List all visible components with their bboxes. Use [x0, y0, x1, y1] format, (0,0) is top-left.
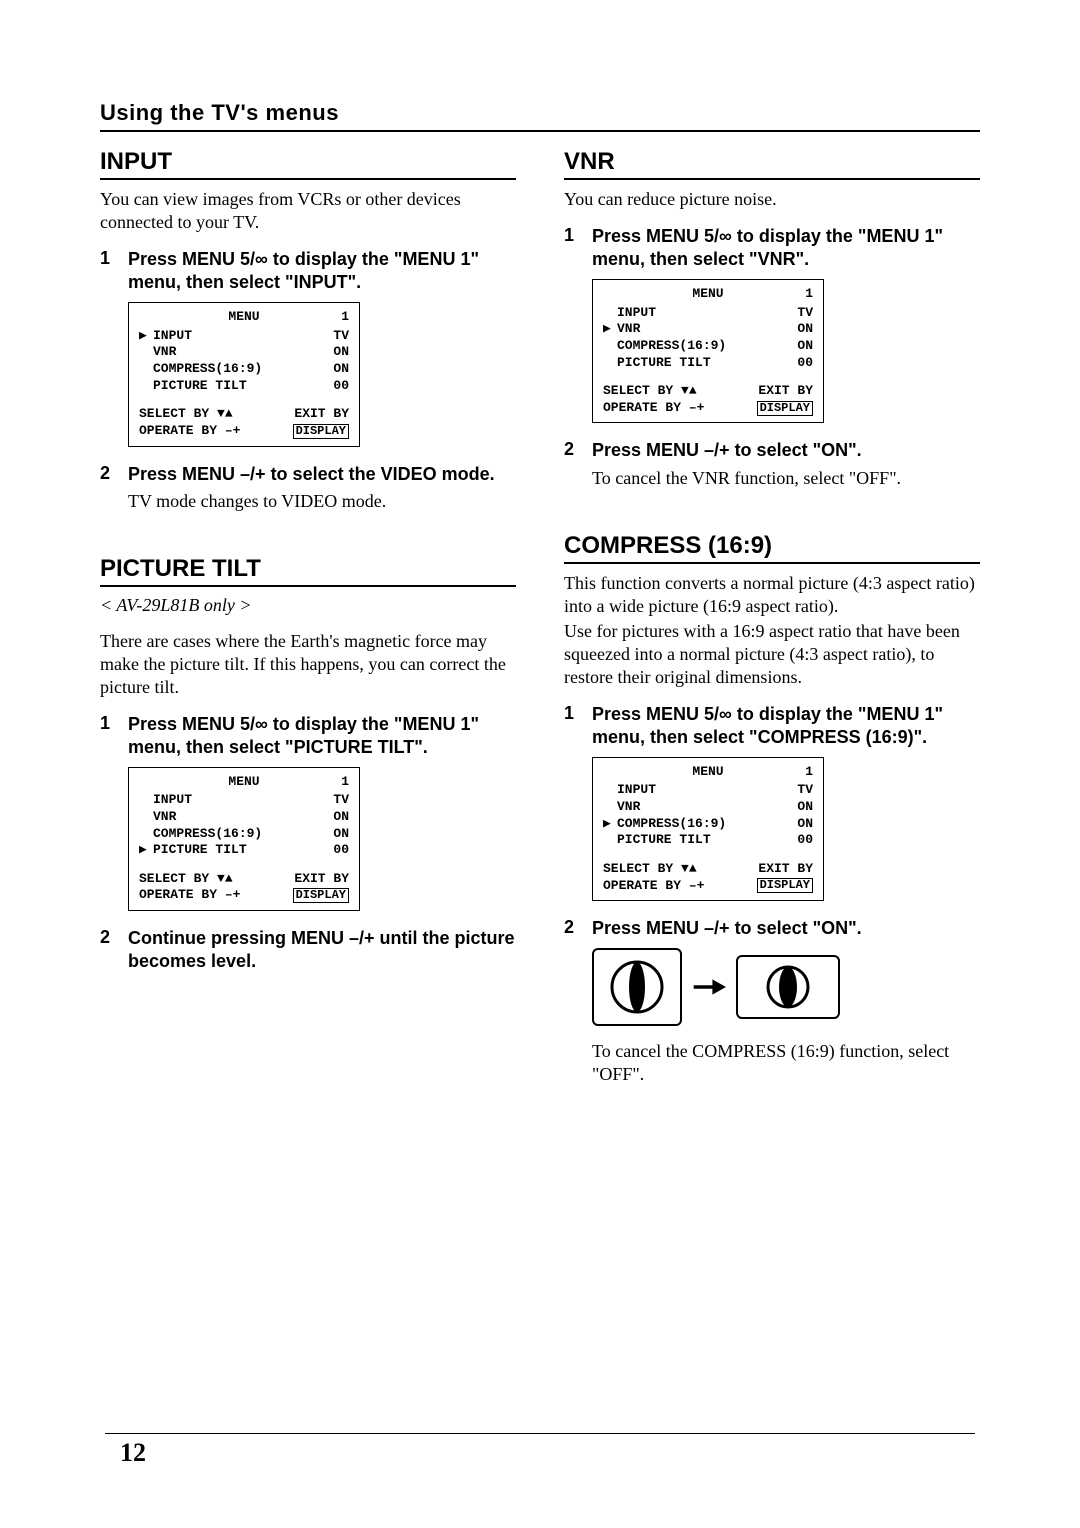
input-step-2: 2 Press MENU –/+ to select the VIDEO mod… — [100, 463, 516, 513]
input-step2-plain: TV mode changes to VIDEO mode. — [128, 490, 516, 513]
vnr-step1-text: Press MENU 5/∞ to display the "MENU 1" m… — [592, 225, 980, 271]
step-number: 1 — [564, 225, 580, 271]
menu-panel-picture-tilt: MENU 1 INPUTTV VNRON COMPRESS(16:9)ON ▶P… — [128, 767, 360, 911]
picture-tilt-model-note: < AV-29L81B only > — [100, 595, 516, 616]
compress-step1-text: Press MENU 5/∞ to display the "MENU 1" m… — [592, 703, 980, 749]
compress-intro1: This function converts a normal picture … — [564, 572, 980, 618]
input-step1-text: Press MENU 5/∞ to display the "MENU 1" m… — [128, 248, 516, 294]
compress-cancel-text: To cancel the COMPRESS (16:9) function, … — [592, 1040, 980, 1086]
right-column: VNR You can reduce picture noise. 1 Pres… — [564, 148, 980, 1100]
vnr-step-1: 1 Press MENU 5/∞ to display the "MENU 1"… — [564, 225, 980, 271]
arrow-right-icon — [692, 975, 726, 999]
compress-intro2: Use for pictures with a 16:9 aspect rati… — [564, 620, 980, 689]
aspect-4-3-icon — [592, 948, 682, 1026]
menu-panel-compress: MENU 1 INPUTTV VNRON ▶COMPRESS(16:9)ON P… — [592, 757, 824, 901]
vnr-step-2: 2 Press MENU –/+ to select "ON". To canc… — [564, 439, 980, 489]
vnr-intro: You can reduce picture noise. — [564, 188, 980, 211]
picture-tilt-step1-text: Press MENU 5/∞ to display the "MENU 1" m… — [128, 713, 516, 759]
section-header: Using the TV's menus — [100, 100, 980, 132]
footer-rule — [105, 1433, 975, 1434]
step-number: 2 — [564, 917, 580, 940]
step-number: 1 — [100, 248, 116, 294]
step-number: 2 — [100, 463, 116, 513]
compress-step2-text: Press MENU –/+ to select "ON". — [592, 917, 980, 940]
pointer-icon: ▶ — [139, 328, 151, 345]
pointer-icon: ▶ — [139, 842, 151, 859]
picture-tilt-step-1: 1 Press MENU 5/∞ to display the "MENU 1"… — [100, 713, 516, 759]
heading-compress: COMPRESS (16:9) — [564, 532, 980, 564]
vnr-step2-bold: Press MENU –/+ to select "ON". — [592, 439, 980, 462]
picture-tilt-intro: There are cases where the Earth's magnet… — [100, 630, 516, 699]
compress-step-1: 1 Press MENU 5/∞ to display the "MENU 1"… — [564, 703, 980, 749]
picture-tilt-step2-text: Continue pressing MENU –/+ until the pic… — [128, 927, 516, 973]
left-column: INPUT You can view images from VCRs or o… — [100, 148, 516, 1100]
vnr-step2-plain: To cancel the VNR function, select "OFF"… — [592, 467, 980, 490]
input-intro: You can view images from VCRs or other d… — [100, 188, 516, 234]
pointer-icon: ▶ — [603, 321, 615, 338]
page: Using the TV's menus INPUT You can view … — [0, 0, 1080, 1528]
step-number: 2 — [564, 439, 580, 489]
page-number: 12 — [120, 1438, 146, 1468]
step-number: 2 — [100, 927, 116, 973]
heading-picture-tilt: PICTURE TILT — [100, 555, 516, 587]
input-step2-bold: Press MENU –/+ to select the VIDEO mode. — [128, 463, 516, 486]
step-number: 1 — [100, 713, 116, 759]
menu-title: MENU — [139, 309, 349, 326]
menu-panel-vnr: MENU 1 INPUTTV ▶VNRON COMPRESS(16:9)ON P… — [592, 279, 824, 423]
step-number: 1 — [564, 703, 580, 749]
pointer-icon: ▶ — [603, 816, 615, 833]
menu-panel-input: MENU 1 ▶INPUTTV VNRON COMPRESS(16:9)ON P… — [128, 302, 360, 446]
compress-step-2: 2 Press MENU –/+ to select "ON". — [564, 917, 980, 940]
two-column-layout: INPUT You can view images from VCRs or o… — [100, 148, 980, 1100]
aspect-16-9-icon — [736, 955, 840, 1019]
picture-tilt-step-2: 2 Continue pressing MENU –/+ until the p… — [100, 927, 516, 973]
compress-diagram — [592, 948, 980, 1026]
menu-title-num: 1 — [341, 309, 349, 326]
heading-vnr: VNR — [564, 148, 980, 180]
heading-input: INPUT — [100, 148, 516, 180]
input-step-1: 1 Press MENU 5/∞ to display the "MENU 1"… — [100, 248, 516, 294]
